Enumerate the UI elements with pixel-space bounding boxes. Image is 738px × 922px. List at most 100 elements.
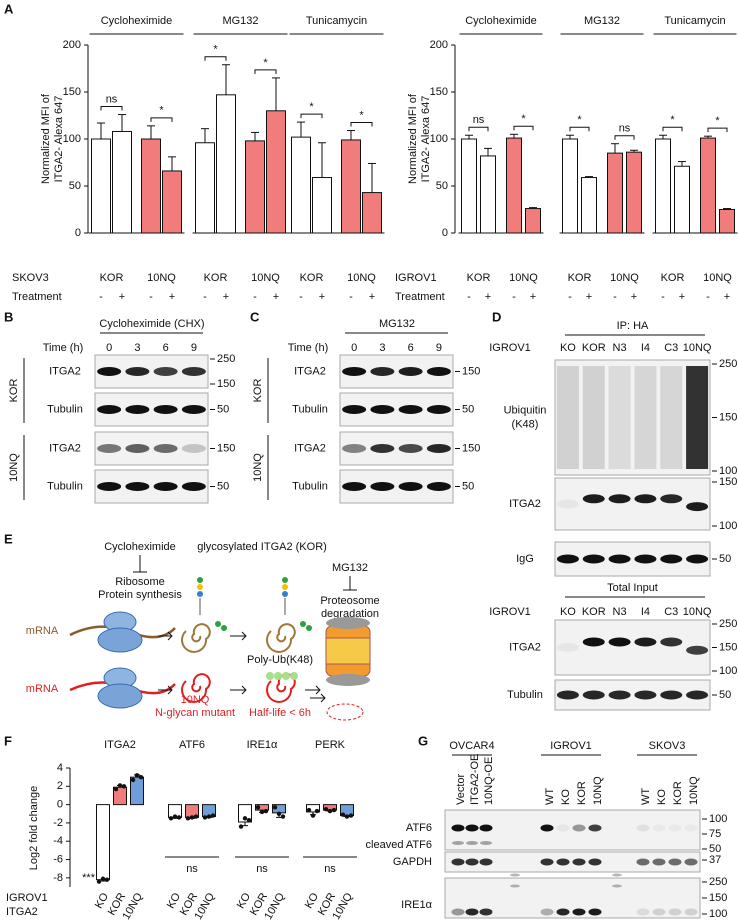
y-tick-label: 0 bbox=[442, 227, 448, 239]
bar bbox=[91, 138, 111, 234]
treatment-label: + bbox=[586, 291, 592, 303]
diagram-e: Cycloheximide Ribosome Protein synthesis… bbox=[26, 541, 380, 721]
band bbox=[125, 367, 150, 376]
cell-line-label: OVCAR4 bbox=[449, 740, 494, 752]
bar bbox=[266, 110, 286, 234]
data-point bbox=[310, 813, 316, 818]
data-point bbox=[344, 814, 350, 819]
data-point bbox=[138, 774, 144, 780]
lane-label: WT bbox=[544, 788, 556, 805]
lane-label: Vector bbox=[455, 773, 467, 805]
band bbox=[97, 444, 122, 453]
cell-line-label: 10NQ bbox=[347, 272, 376, 284]
marker-label: 50 bbox=[462, 403, 474, 415]
band bbox=[582, 494, 605, 504]
diagram-text: Poly-Ub(K48) bbox=[247, 654, 313, 666]
lane-label: KO bbox=[560, 342, 576, 354]
group-title: MG132 bbox=[584, 15, 620, 27]
protein-spiral bbox=[181, 673, 211, 703]
band bbox=[153, 367, 178, 376]
band bbox=[479, 858, 493, 866]
significance-label: ns bbox=[106, 93, 118, 105]
row-label: Treatment bbox=[12, 291, 62, 303]
y-axis-label: Log2 fold change bbox=[28, 786, 40, 870]
y-tick-label: 100 bbox=[430, 133, 448, 145]
band bbox=[686, 554, 709, 564]
lane-label: 10NQ bbox=[592, 776, 604, 805]
band bbox=[540, 824, 554, 832]
data-point bbox=[272, 805, 278, 810]
blot bbox=[554, 679, 711, 711]
treatment-label: + bbox=[319, 291, 325, 303]
bar bbox=[245, 140, 265, 234]
band bbox=[686, 645, 709, 655]
glycan-stem bbox=[199, 598, 286, 615]
row-label: IGROV1 bbox=[6, 892, 48, 904]
band bbox=[608, 690, 631, 700]
band bbox=[465, 908, 479, 916]
row-label: ITGA2 bbox=[509, 498, 541, 510]
glycan bbox=[197, 591, 203, 597]
significance-bracket bbox=[513, 125, 534, 131]
row-label: ITGA2 bbox=[6, 906, 38, 918]
band bbox=[634, 494, 657, 504]
band bbox=[556, 499, 579, 509]
blot-title: Cycloheximide (CHX) bbox=[99, 318, 204, 330]
band bbox=[153, 482, 178, 491]
group-title: Tunicamycin bbox=[306, 15, 367, 27]
band bbox=[634, 554, 657, 564]
marker-label: 100 bbox=[719, 520, 737, 532]
bar bbox=[626, 151, 642, 234]
data-point bbox=[130, 777, 136, 783]
cell-line-label: KOR bbox=[100, 272, 124, 284]
data-point bbox=[246, 817, 252, 823]
significance-label: * bbox=[159, 105, 164, 117]
bar bbox=[141, 138, 161, 234]
panel-label: E bbox=[4, 531, 13, 546]
row-label: ATF6 bbox=[406, 822, 432, 834]
treatment-label: - bbox=[253, 291, 257, 303]
marker-label: 100 bbox=[719, 465, 737, 477]
band bbox=[612, 884, 622, 888]
row-label: ITGA2 bbox=[294, 442, 326, 454]
y-axis-label: Normalized MFI of bbox=[407, 93, 419, 184]
treatment-label: + bbox=[724, 291, 730, 303]
diagram-text: N-glycan mutant bbox=[155, 707, 235, 719]
marker-label: 100 bbox=[719, 665, 737, 677]
band bbox=[660, 554, 683, 564]
band bbox=[451, 824, 465, 832]
y-axis-label: ITGA2- Alexa 647 bbox=[420, 96, 432, 183]
band bbox=[684, 908, 698, 916]
row-label: ITGA2 bbox=[49, 365, 81, 377]
band bbox=[342, 482, 367, 491]
glycan bbox=[282, 577, 288, 583]
significance-bracket bbox=[300, 113, 323, 119]
band bbox=[370, 482, 395, 491]
diagram-text: mRNA bbox=[26, 683, 59, 695]
y-tick-label: -6 bbox=[53, 853, 63, 865]
marker-label: 150 bbox=[719, 476, 737, 488]
treatment-label: + bbox=[369, 291, 375, 303]
significance-bracket bbox=[569, 126, 590, 132]
marker-label: 50 bbox=[719, 553, 731, 565]
data-point bbox=[306, 807, 312, 813]
glycan bbox=[306, 625, 312, 631]
band bbox=[660, 690, 683, 700]
time-value: 0 bbox=[106, 342, 112, 354]
significance-label: *** bbox=[82, 872, 96, 884]
cell-line-label: IGROV1 bbox=[489, 606, 531, 618]
significance-label: ns bbox=[619, 123, 631, 135]
row-label: ITGA2 bbox=[509, 641, 541, 653]
row-label: GAPDH bbox=[393, 856, 432, 868]
bar bbox=[312, 177, 332, 234]
blot bbox=[554, 541, 711, 577]
band bbox=[572, 908, 586, 916]
significance-label: * bbox=[577, 114, 582, 126]
significance-bracket bbox=[204, 56, 227, 61]
blot-title: Total Input bbox=[607, 582, 658, 594]
group-title: Cycloheximide bbox=[101, 15, 173, 27]
time-value: 9 bbox=[191, 342, 197, 354]
data-point bbox=[206, 814, 212, 819]
bar bbox=[112, 130, 132, 234]
y-tick-label: -2 bbox=[53, 817, 63, 829]
